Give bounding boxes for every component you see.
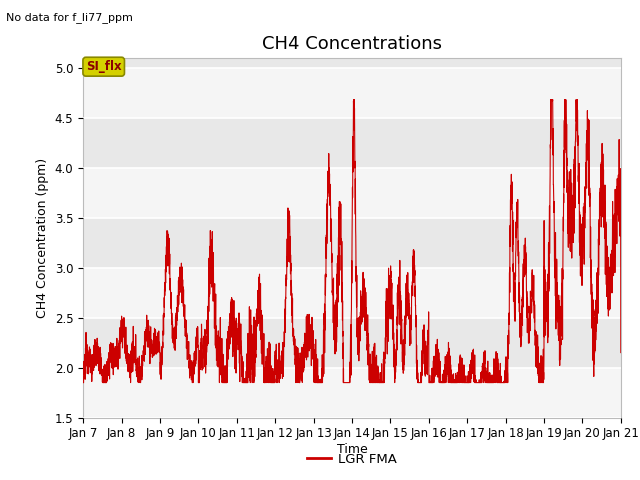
Bar bbox=[83, 217, 621, 268]
Legend: LGR FMA: LGR FMA bbox=[302, 447, 402, 471]
Bar bbox=[83, 168, 621, 217]
Text: No data for f_li77_ppm: No data for f_li77_ppm bbox=[6, 12, 133, 23]
Bar bbox=[83, 118, 621, 168]
Bar bbox=[83, 68, 621, 118]
Bar bbox=[83, 268, 621, 318]
X-axis label: Time: Time bbox=[337, 443, 367, 456]
Bar bbox=[83, 368, 621, 418]
Text: SI_flx: SI_flx bbox=[86, 60, 122, 73]
Y-axis label: CH4 Concentration (ppm): CH4 Concentration (ppm) bbox=[36, 157, 49, 318]
Title: CH4 Concentrations: CH4 Concentrations bbox=[262, 35, 442, 53]
Bar bbox=[83, 318, 621, 368]
